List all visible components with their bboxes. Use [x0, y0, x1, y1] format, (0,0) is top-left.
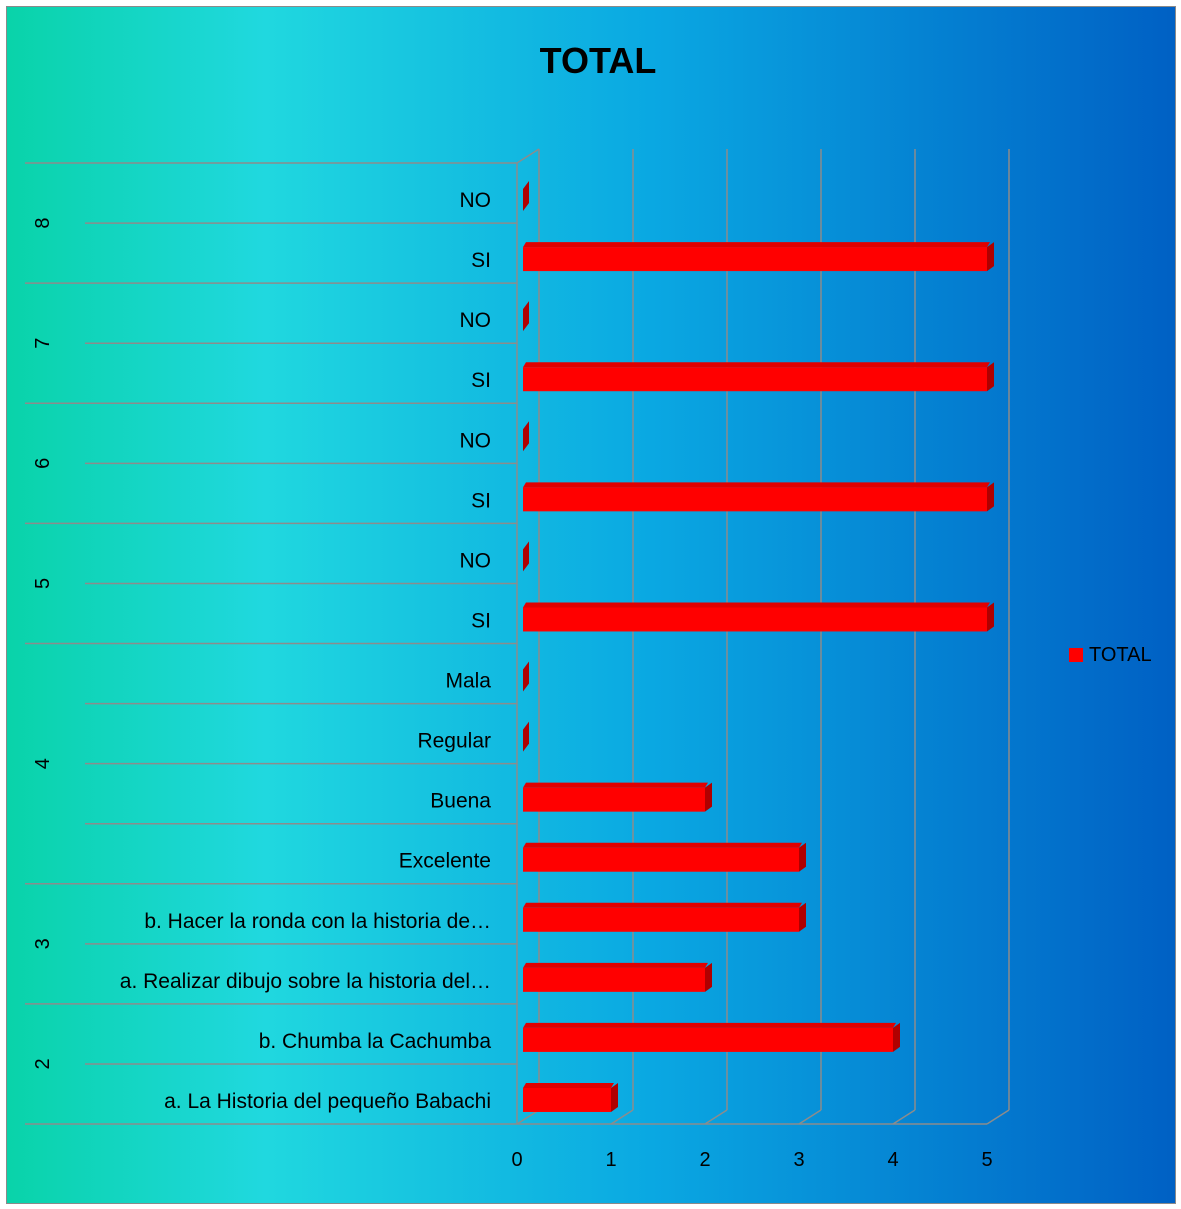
floor-line	[610, 1109, 634, 1125]
bar	[523, 181, 529, 212]
side-wall-top	[516, 148, 540, 164]
bar	[523, 842, 806, 872]
bar-end	[987, 602, 994, 632]
bar	[523, 721, 529, 752]
bar	[523, 962, 712, 992]
category-label: Mala	[445, 670, 491, 693]
category-label: Regular	[417, 730, 491, 753]
bar	[523, 602, 994, 632]
legend: TOTAL	[1069, 644, 1152, 666]
bar	[523, 421, 529, 452]
bar	[523, 242, 994, 272]
floor-line	[986, 1109, 1010, 1125]
category-label: NO	[460, 549, 492, 572]
bar-face	[523, 847, 799, 872]
bar-face	[523, 607, 987, 632]
floor-line	[798, 1109, 822, 1125]
category-label: a. La Historia del pequeño Babachi	[164, 1090, 491, 1113]
floor-line	[892, 1109, 916, 1125]
bar-top	[523, 962, 708, 968]
x-tick-label: 0	[511, 1149, 522, 1171]
category-label: Buena	[430, 790, 491, 813]
group-label: 5	[32, 578, 54, 589]
category-axis: 8 NO SI 7 NO SI 6 NO SI 5 NO SI 4 Mala Regular Buena Exc…	[25, 162, 517, 1125]
bar-top	[523, 842, 802, 848]
bar-end	[523, 301, 529, 332]
bar-top	[523, 482, 990, 488]
bar-end	[523, 421, 529, 452]
category-label: SI	[471, 489, 491, 512]
x-tick-label: 1	[605, 1149, 616, 1171]
bar-face	[523, 1027, 893, 1052]
bar-end	[799, 842, 806, 872]
floor-line	[704, 1109, 728, 1125]
bar-top	[523, 782, 708, 788]
bar-end	[799, 902, 806, 932]
bar-end	[705, 962, 712, 992]
bar	[523, 541, 529, 572]
bar-series	[523, 181, 994, 1112]
x-tick-label: 5	[981, 1149, 992, 1171]
category-label: SI	[471, 249, 491, 272]
bar-top	[523, 1082, 614, 1088]
bar	[523, 1022, 900, 1052]
bar-top	[523, 902, 802, 908]
value-axis: 0 1 2 3 4 5	[511, 1149, 992, 1171]
category-label: NO	[460, 309, 492, 332]
group-label: 4	[32, 758, 54, 769]
category-label: b. Chumba la Cachumba	[259, 1030, 492, 1053]
bar-face	[523, 1087, 611, 1112]
chart-frame: TOTAL 0 1 2 3 4 5 8 NO SI 7 NO SI 6 NO SI 5 NO SI 4 Mala Re…	[6, 6, 1176, 1204]
bar-end	[523, 721, 529, 752]
bar-end	[987, 362, 994, 392]
legend-entry: TOTAL	[1089, 644, 1152, 666]
legend-swatch	[1069, 648, 1083, 662]
bar	[523, 902, 806, 932]
bar-end	[893, 1022, 900, 1052]
bar-top	[523, 602, 990, 608]
bar-face	[523, 967, 705, 992]
bar-face	[523, 907, 799, 932]
category-label: a. Realizar dibujo sobre la historia del…	[120, 970, 491, 993]
bar	[523, 782, 712, 812]
bar-chart: TOTAL 0 1 2 3 4 5 8 NO SI 7 NO SI 6 NO SI 5 NO SI 4 Mala Re…	[7, 7, 1175, 1203]
bar-end	[987, 242, 994, 272]
category-label: Excelente	[399, 850, 491, 873]
bar-end	[611, 1082, 618, 1112]
group-label: 2	[32, 1058, 54, 1069]
bar	[523, 1082, 618, 1112]
category-label: b. Hacer la ronda con la historia de…	[144, 910, 491, 933]
group-label: 6	[32, 458, 54, 469]
bar	[523, 362, 994, 392]
bar	[523, 301, 529, 332]
bar-top	[523, 1022, 896, 1028]
category-label: NO	[460, 189, 492, 212]
category-label: SI	[471, 609, 491, 632]
bar	[523, 661, 529, 692]
bar-face	[523, 487, 987, 512]
floor-line	[516, 1109, 540, 1125]
bar-top	[523, 362, 990, 368]
category-label: SI	[471, 369, 491, 392]
x-tick-label: 4	[887, 1149, 898, 1171]
chart-title: TOTAL	[540, 40, 657, 81]
bar-end	[987, 482, 994, 512]
group-label: 8	[32, 218, 54, 229]
group-label: 7	[32, 338, 54, 349]
bar-end	[523, 181, 529, 212]
bar-face	[523, 787, 705, 812]
bar-face	[523, 247, 987, 272]
bar-end	[705, 782, 712, 812]
x-tick-label: 2	[699, 1149, 710, 1171]
bar-top	[523, 242, 990, 248]
category-label: NO	[460, 429, 492, 452]
x-tick-label: 3	[793, 1149, 804, 1171]
group-label: 3	[32, 938, 54, 949]
bar-face	[523, 367, 987, 392]
bar-end	[523, 541, 529, 572]
bar	[523, 482, 994, 512]
bar-end	[523, 661, 529, 692]
